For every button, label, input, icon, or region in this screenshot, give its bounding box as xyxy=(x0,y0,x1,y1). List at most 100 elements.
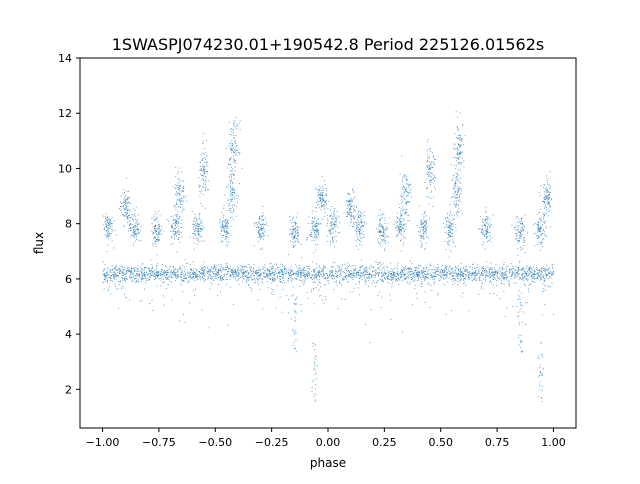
data-point xyxy=(330,241,331,243)
data-point xyxy=(384,248,385,250)
data-point xyxy=(459,279,460,281)
data-point xyxy=(120,269,121,271)
data-point xyxy=(382,227,384,229)
data-point xyxy=(113,271,115,273)
data-point xyxy=(314,236,316,238)
data-point xyxy=(221,240,223,242)
data-point xyxy=(238,283,240,285)
data-point xyxy=(448,234,450,235)
data-point xyxy=(159,277,161,279)
data-point xyxy=(381,271,383,273)
data-point xyxy=(387,278,389,279)
data-point xyxy=(133,220,135,222)
data-point xyxy=(137,278,139,280)
data-point xyxy=(331,224,333,226)
data-point xyxy=(430,167,432,168)
data-point xyxy=(222,226,224,228)
data-point xyxy=(108,235,110,236)
data-point xyxy=(459,274,461,276)
data-point xyxy=(316,226,318,227)
data-point xyxy=(289,274,290,276)
data-point xyxy=(504,272,506,274)
data-point xyxy=(128,230,130,232)
data-point xyxy=(457,273,459,275)
data-point xyxy=(529,266,531,267)
data-point xyxy=(425,228,427,230)
data-point xyxy=(201,175,202,177)
data-point xyxy=(524,283,525,285)
data-point xyxy=(352,279,354,280)
data-point xyxy=(454,245,456,247)
data-point xyxy=(179,216,181,218)
data-point xyxy=(367,270,369,272)
data-point xyxy=(421,244,423,246)
data-point xyxy=(180,185,182,186)
data-point xyxy=(253,264,255,266)
data-point xyxy=(352,215,354,216)
data-point xyxy=(356,245,357,247)
data-point xyxy=(332,241,334,243)
data-point xyxy=(306,277,308,279)
data-point xyxy=(229,134,231,136)
data-point xyxy=(363,274,365,276)
data-point xyxy=(428,172,429,174)
data-point xyxy=(223,269,225,271)
data-point xyxy=(272,294,274,295)
data-point xyxy=(383,235,385,237)
data-point xyxy=(168,275,170,277)
data-point xyxy=(350,221,352,223)
data-point xyxy=(348,213,349,215)
data-point xyxy=(458,268,460,270)
data-point xyxy=(504,274,506,276)
data-point xyxy=(406,201,408,203)
data-point xyxy=(485,279,486,281)
data-point xyxy=(289,216,291,217)
data-point xyxy=(204,187,206,189)
data-point xyxy=(256,227,258,228)
data-point xyxy=(478,278,480,280)
data-point xyxy=(185,272,187,274)
data-point xyxy=(323,198,325,200)
data-point xyxy=(171,224,173,226)
data-point xyxy=(193,248,195,250)
data-point xyxy=(321,268,323,270)
data-point xyxy=(549,275,551,277)
data-point xyxy=(359,232,360,234)
data-point xyxy=(127,198,128,200)
data-point xyxy=(492,293,494,294)
data-point xyxy=(172,226,174,228)
data-point xyxy=(441,275,443,277)
data-point xyxy=(380,218,381,220)
data-point xyxy=(332,270,334,272)
data-point xyxy=(333,236,335,238)
data-point xyxy=(199,271,200,273)
data-point xyxy=(426,232,427,234)
data-points xyxy=(102,111,555,403)
data-point xyxy=(349,211,351,213)
data-point xyxy=(182,280,184,281)
data-point xyxy=(140,277,142,279)
data-point xyxy=(452,241,454,243)
data-point xyxy=(199,230,201,232)
data-point xyxy=(135,230,137,232)
data-point xyxy=(202,159,204,161)
data-point xyxy=(234,150,236,152)
data-point xyxy=(258,274,260,276)
data-point xyxy=(506,271,508,273)
data-point xyxy=(523,273,524,274)
data-point xyxy=(426,196,428,197)
data-point xyxy=(199,161,201,163)
data-point xyxy=(234,269,236,271)
data-point xyxy=(247,273,249,275)
data-point xyxy=(279,273,280,275)
data-point xyxy=(153,238,155,239)
data-point xyxy=(397,280,399,282)
data-point xyxy=(152,243,154,245)
data-point xyxy=(303,275,305,276)
data-point xyxy=(262,219,264,220)
data-point xyxy=(419,272,420,273)
data-point xyxy=(316,231,318,233)
data-point xyxy=(350,205,352,206)
data-point xyxy=(467,275,469,277)
data-point xyxy=(230,170,232,172)
